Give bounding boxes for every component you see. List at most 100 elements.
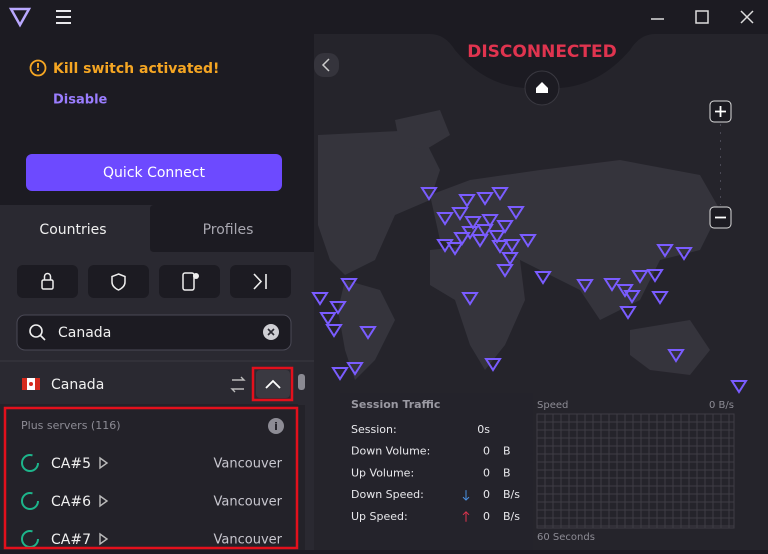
info-icon[interactable] [268,418,284,434]
up-arrow [462,511,470,522]
server-pin[interactable] [519,234,537,248]
down-arrow [462,490,470,501]
server-name[interactable]: CA#5 [51,456,91,472]
server-pin[interactable] [311,292,329,306]
server-pin[interactable] [507,206,525,220]
server-pin[interactable] [488,230,506,244]
status-notch [430,34,655,88]
server-pin[interactable] [646,269,664,283]
server-pin[interactable] [631,270,649,284]
server-pin[interactable] [346,362,364,376]
traffic-title: Session Traffic [351,398,440,411]
search-box[interactable] [16,314,292,351]
server-rows: CA#5 Vancouver CA#6 Vancouver CA#7 Vancouver [21,454,283,548]
server-pin[interactable] [436,212,454,226]
server-city: Vancouver [214,533,283,548]
server-pin[interactable] [491,187,509,201]
scrollbar-thumb[interactable] [298,374,305,390]
speed-chart-frame [536,413,735,529]
server-pin[interactable] [623,290,641,304]
traffic-value: 0 [483,466,490,479]
server-pin[interactable] [576,279,594,293]
traffic-unit: B/s [503,510,520,523]
server-pin[interactable] [656,244,674,258]
traffic-unit: B [503,445,511,458]
server-pin[interactable] [325,324,343,338]
server-pin[interactable] [534,271,552,285]
server-pin[interactable] [331,367,349,381]
server-pin[interactable] [420,187,438,201]
close-button[interactable] [740,10,754,24]
server-pin[interactable] [481,214,499,228]
traffic-label: Up Volume: [351,466,414,479]
server-pin[interactable] [603,278,621,292]
connect-icon[interactable] [99,494,109,508]
server-pin[interactable] [476,224,494,238]
server-pin[interactable] [359,326,377,340]
traffic-panel [340,393,533,550]
server-pin[interactable] [446,242,464,256]
server-city: Vancouver [214,495,283,510]
server-load [21,454,39,472]
netshield-filter[interactable] [88,265,149,298]
server-pin[interactable] [453,232,471,246]
server-name[interactable]: CA#7 [51,532,91,548]
streaming-filter[interactable] [159,265,220,298]
traffic-label: Session: [351,423,397,436]
server-name[interactable]: CA#6 [51,494,91,510]
server-pin[interactable] [476,192,494,206]
server-pin[interactable] [501,252,519,266]
server-pin[interactable] [319,312,337,326]
traffic-label: Down Speed: [351,488,424,501]
traffic-unit: B/s [503,488,520,501]
traffic-label: Down Volume: [351,445,430,458]
kill-switch-message: Kill switch activated! [53,61,219,77]
connect-icon[interactable] [99,532,109,546]
warning-icon [29,59,47,77]
server-pin[interactable] [675,247,693,261]
connect-icon[interactable] [99,456,109,470]
countries-tab[interactable]: Countries [39,222,106,238]
disable-link[interactable]: Disable [53,93,108,108]
info-glyph: i [274,420,278,433]
title-bar [0,0,768,34]
server-pin[interactable] [484,358,502,372]
server-pin[interactable] [461,226,479,240]
server-pin[interactable] [496,220,514,234]
server-pin[interactable] [461,292,479,306]
server-pin[interactable] [458,194,476,208]
server-pin[interactable] [496,264,514,278]
continents [318,110,720,380]
server-pin[interactable] [329,301,347,315]
maximize-button[interactable] [695,10,709,24]
quick-connect-button[interactable] [26,154,282,191]
collapse-button[interactable] [256,370,290,398]
highlight-box [251,366,294,402]
search-input[interactable]: Canada [58,325,111,341]
server-pin[interactable] [451,207,469,221]
p2p-icon [230,376,246,393]
traffic-value: 0 [483,510,490,523]
quick-connect-label: Quick Connect [103,165,205,181]
traffic-unit: B [503,466,511,479]
server-pin[interactable] [503,239,521,253]
server-pin[interactable] [730,380,748,394]
flag-canada [22,378,40,390]
server-list [0,404,298,550]
server-pin[interactable] [619,306,637,320]
traffic-value: 0 [483,445,490,458]
server-pin[interactable] [651,291,669,305]
server-pin[interactable] [491,240,509,254]
server-pin[interactable] [471,234,489,248]
collapse-sidebar-button[interactable] [314,53,339,77]
secure-core-filter[interactable] [17,265,78,298]
server-pin[interactable] [340,278,358,292]
server-pin[interactable] [667,349,685,363]
profiles-tab[interactable]: Profiles [203,222,254,238]
speed-chart [536,413,735,529]
country-name[interactable]: Canada [51,377,104,393]
server-pin[interactable] [464,216,482,230]
menu-button[interactable] [56,10,71,24]
